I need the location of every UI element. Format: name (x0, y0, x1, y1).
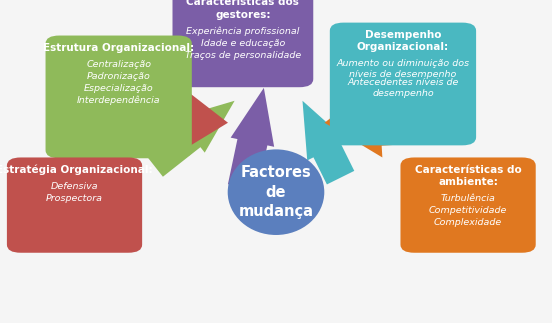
Text: Características do
ambiente:: Características do ambiente: (415, 165, 522, 187)
Text: Antecedentes níveis de
desempenho: Antecedentes níveis de desempenho (347, 78, 459, 98)
Ellipse shape (227, 149, 325, 235)
Text: Factores
de
mudança: Factores de mudança (238, 165, 314, 220)
Text: Defensiva: Defensiva (51, 182, 98, 191)
Text: Centralização: Centralização (86, 60, 151, 69)
Text: Traços de personalidade: Traços de personalidade (185, 51, 301, 59)
Text: Estratégia Organizacional:: Estratégia Organizacional: (0, 165, 153, 175)
Text: Padronização: Padronização (87, 72, 151, 81)
Text: Desempenho
Organizacional:: Desempenho Organizacional: (357, 30, 449, 52)
Text: Turbulência: Turbulência (440, 194, 496, 203)
Text: Complexidade: Complexidade (434, 218, 502, 227)
Text: Competitividade: Competitividade (429, 206, 507, 215)
FancyBboxPatch shape (7, 157, 142, 253)
FancyBboxPatch shape (45, 36, 192, 158)
Text: Aumento ou diminuição dos
níveis de desempenho: Aumento ou diminuição dos níveis de dese… (336, 59, 470, 79)
Text: Prospectora: Prospectora (46, 193, 103, 203)
Text: Estrutura Organizacional:: Estrutura Organizacional: (43, 43, 194, 53)
Text: Experiência profissional: Experiência profissional (186, 27, 300, 36)
Text: Características dos
gestores:: Características dos gestores: (187, 0, 299, 20)
FancyBboxPatch shape (330, 23, 476, 145)
FancyBboxPatch shape (401, 157, 535, 253)
Text: Interdependência: Interdependência (77, 95, 161, 105)
FancyBboxPatch shape (172, 0, 314, 87)
Text: Especialização: Especialização (84, 84, 153, 92)
Text: Idade e educação: Idade e educação (201, 39, 285, 48)
